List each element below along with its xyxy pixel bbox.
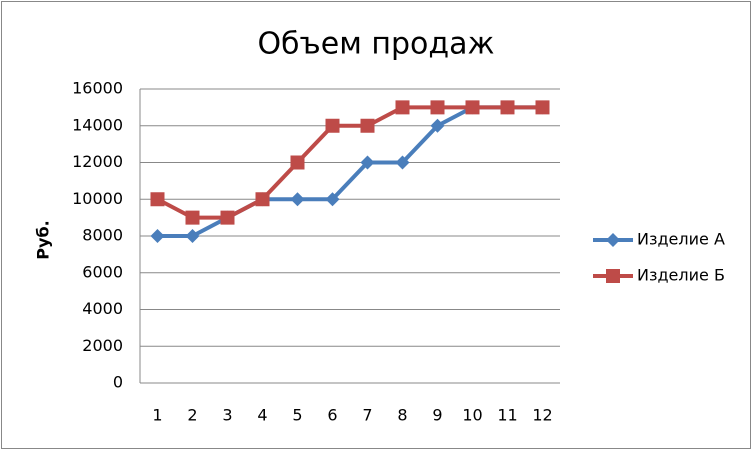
marker xyxy=(325,118,340,133)
x-tick-label: 12 xyxy=(532,406,552,425)
y-tick-label: 16000 xyxy=(72,79,123,98)
y-axis-label: Руб. xyxy=(34,220,53,259)
x-tick-label: 5 xyxy=(292,406,302,425)
marker xyxy=(395,100,410,115)
marker xyxy=(290,155,305,170)
marker xyxy=(430,118,445,133)
x-tick-label: 1 xyxy=(152,406,162,425)
marker xyxy=(150,229,165,243)
x-tick-label: 10 xyxy=(462,406,482,425)
y-tick-label: 12000 xyxy=(72,152,123,171)
x-tick-label: 11 xyxy=(497,406,517,425)
y-tick-label: 2000 xyxy=(82,336,123,355)
x-tick-label: 4 xyxy=(257,406,267,425)
x-tick-label: 3 xyxy=(222,406,232,425)
y-tick-label: 0 xyxy=(113,373,123,392)
legend-label: Изделие Б xyxy=(637,266,725,285)
marker xyxy=(185,210,200,225)
y-tick-label: 4000 xyxy=(82,299,123,318)
y-tick-label: 14000 xyxy=(72,115,123,134)
marker xyxy=(185,229,200,243)
marker xyxy=(255,192,270,207)
x-tick-label: 8 xyxy=(397,406,407,425)
marker xyxy=(325,192,340,207)
y-tick-label: 10000 xyxy=(72,189,123,208)
marker xyxy=(606,233,620,247)
x-tick-label: 2 xyxy=(187,406,197,425)
marker xyxy=(395,155,410,170)
x-tick-label: 7 xyxy=(362,406,372,425)
marker xyxy=(430,100,445,115)
legend-label: Изделие А xyxy=(637,230,725,249)
chart-title: Объем продаж xyxy=(257,27,494,62)
marker xyxy=(606,269,620,283)
marker xyxy=(290,192,305,207)
marker xyxy=(360,155,375,170)
marker xyxy=(535,100,550,115)
marker xyxy=(500,100,515,115)
y-tick-label: 8000 xyxy=(82,226,123,245)
x-tick-label: 6 xyxy=(327,406,337,425)
marker xyxy=(220,210,235,225)
marker xyxy=(465,100,480,115)
marker xyxy=(360,118,375,133)
x-tick-label: 9 xyxy=(432,406,442,425)
marker xyxy=(150,192,165,207)
y-tick-label: 6000 xyxy=(82,262,123,281)
